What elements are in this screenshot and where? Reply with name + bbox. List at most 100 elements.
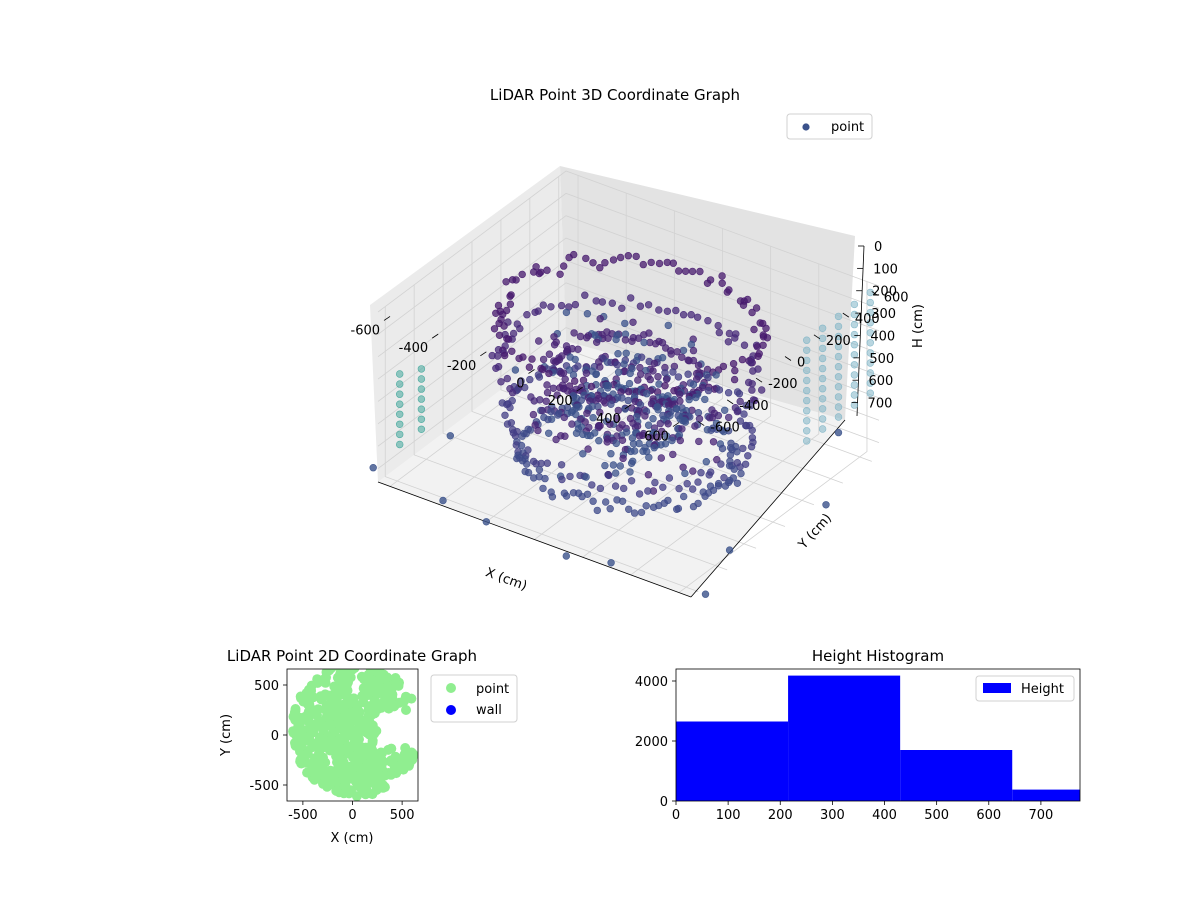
- histogram-bar: [1012, 789, 1080, 801]
- point-3d: [866, 319, 874, 327]
- point-3d: [669, 259, 677, 267]
- x-tick-label-3d: -400: [399, 341, 429, 356]
- point-3d: [518, 432, 526, 440]
- point-3d: [501, 351, 509, 360]
- legend-histogram-box: [975, 675, 1075, 702]
- point-3d: [543, 266, 551, 274]
- x-axis-line: [377, 481, 692, 598]
- point-2d: [348, 693, 359, 704]
- y-tick-label-3d: -200: [768, 377, 798, 392]
- point-3d: [724, 413, 733, 422]
- point-3d: [625, 379, 634, 388]
- point-2d: [338, 669, 348, 672]
- point-2d: [378, 780, 389, 791]
- point-3d: [582, 254, 590, 263]
- point-3d: [746, 401, 755, 410]
- point-3d: [589, 414, 597, 422]
- grid-line-x: [678, 281, 868, 593]
- point-3d: [535, 466, 544, 474]
- ticks-histogram: 0 100 200 300 400 500 600 700 0 2000 4000: [635, 675, 1053, 823]
- z-tick-label-3d: 300: [871, 307, 896, 322]
- plot-2d-title: LiDAR Point 2D Coordinate Graph: [227, 647, 477, 665]
- point-3d: [582, 334, 591, 342]
- point-3d: [834, 403, 843, 411]
- point-3d: [639, 260, 647, 269]
- point-3d: [603, 438, 611, 446]
- point-3d: [649, 367, 657, 375]
- point-3d: [701, 590, 710, 598]
- point-3d: [549, 384, 558, 392]
- point-2d: [312, 674, 323, 685]
- point-3d: [669, 450, 677, 459]
- point-3d: [636, 370, 645, 378]
- point-3d: [834, 342, 843, 351]
- point-3d: [544, 429, 553, 437]
- point-2d: [294, 742, 305, 753]
- point-3d: [644, 301, 653, 309]
- point-2d: [297, 731, 308, 741]
- x-tick-label-2d: 500: [390, 808, 415, 823]
- point-3d: [417, 365, 426, 373]
- grid-line-z: [377, 260, 880, 402]
- point-3d: [818, 354, 827, 363]
- point-3d: [396, 430, 404, 439]
- point-2d: [312, 710, 322, 721]
- point-3d: [492, 364, 500, 372]
- point-3d: [596, 484, 605, 493]
- point-3d: [396, 410, 404, 418]
- point-3d: [748, 426, 756, 434]
- point-3d: [493, 352, 502, 360]
- point-3d: [679, 463, 687, 471]
- z-tick-label-3d: 600: [868, 374, 893, 389]
- pane-floor: [378, 341, 845, 597]
- scatter-3d-points: [369, 250, 874, 598]
- point-2d: [314, 759, 325, 770]
- y-tick-label-hist: 0: [660, 795, 668, 810]
- x-tick-label-2d: 0: [348, 808, 356, 823]
- point-3d: [688, 485, 697, 493]
- point-3d: [691, 422, 699, 430]
- legend-2d-marker-wall: [446, 705, 456, 715]
- point-3d: [627, 459, 636, 467]
- point-3d: [689, 467, 697, 475]
- point-3d: [739, 444, 747, 453]
- point-3d: [503, 420, 512, 428]
- point-3d: [744, 452, 752, 460]
- point-2d: [367, 737, 378, 748]
- point-3d: [396, 380, 404, 388]
- point-3d: [748, 380, 756, 388]
- point-3d: [515, 354, 523, 363]
- point-3d: [614, 406, 622, 415]
- point-3d: [642, 502, 650, 510]
- point-3d: [695, 437, 703, 446]
- point-3d: [569, 371, 578, 379]
- point-3d: [731, 334, 739, 342]
- point-3d: [654, 373, 662, 381]
- point-2d: [358, 692, 369, 703]
- point-3d: [850, 371, 859, 379]
- point-2d: [294, 712, 305, 723]
- point-3d: [627, 477, 636, 485]
- point-3d: [538, 365, 547, 374]
- plot-histogram: Height Histogram 0 100 200 300 400 500 600 7000…: [635, 647, 1081, 823]
- point-3d: [634, 376, 642, 384]
- point-3d: [675, 484, 683, 493]
- point-3d: [601, 498, 610, 506]
- point-3d: [678, 425, 686, 433]
- y-tick-3d: [871, 291, 878, 296]
- point-3d: [657, 454, 665, 462]
- point-3d: [834, 312, 843, 321]
- x-tick-3d: [480, 351, 487, 357]
- point-3d: [618, 304, 626, 312]
- histogram-title: Height Histogram: [812, 647, 944, 665]
- point-3d: [619, 484, 628, 493]
- point-3d: [589, 497, 597, 505]
- point-3d: [689, 380, 698, 389]
- grid-line-z: [377, 282, 880, 425]
- point-3d: [752, 304, 761, 312]
- legend-3d-marker: [802, 123, 810, 131]
- point-3d: [554, 411, 562, 419]
- point-3d: [678, 353, 686, 361]
- point-3d: [632, 252, 640, 261]
